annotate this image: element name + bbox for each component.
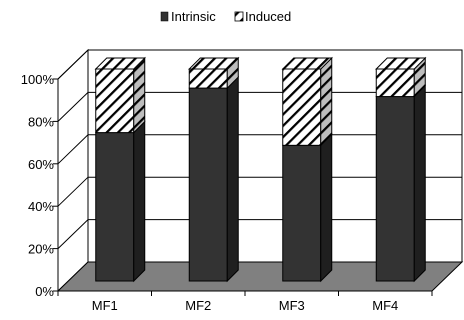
- bar-group-mf4: [375, 56, 427, 283]
- grid-lines: [57, 49, 462, 249]
- bar-mf3-induced-top: [281, 57, 333, 70]
- legend-swatch-induced: [234, 11, 244, 22]
- bar-mf4-induced-front: [375, 68, 415, 98]
- grid-line: [57, 49, 462, 80]
- legend-label-intrinsic: Intrinsic: [171, 9, 216, 24]
- bar-mf1-intrinsic-front: [95, 132, 135, 282]
- bar-group-mf3: [281, 56, 333, 283]
- y-axis: 0% 20% 40% 60% 80% 100%: [21, 72, 58, 299]
- x-tick-label: MF2: [185, 298, 211, 313]
- bar-mf4-induced-top: [375, 57, 427, 70]
- y-tick-label: 20%: [28, 242, 54, 257]
- legend: Intrinsic Induced: [160, 9, 291, 24]
- x-tick-label: MF4: [372, 298, 398, 313]
- plot-area: [56, 48, 464, 293]
- y-tick-label: 0%: [35, 284, 54, 299]
- grid-line: [57, 134, 462, 165]
- bar-mf2-induced-front: [188, 68, 228, 89]
- bar-mf1-induced-side: [133, 56, 146, 134]
- bar-mf1-intrinsic-side: [133, 120, 146, 283]
- y-tick-label: 100%: [21, 72, 55, 87]
- side-wall: [57, 48, 89, 293]
- bar-mf3-induced-side: [320, 56, 333, 147]
- bar-mf2-intrinsic-side: [226, 75, 239, 283]
- bar-mf1-induced-top: [94, 57, 146, 70]
- bar-group-mf1: [94, 56, 146, 283]
- bar-mf4-intrinsic-front: [375, 96, 415, 282]
- bar-mf1-induced-front: [95, 68, 135, 134]
- legend-swatch-intrinsic: [160, 11, 169, 22]
- y-tick-label: 40%: [28, 199, 54, 214]
- bar-group-mf2: [188, 56, 240, 283]
- bar-mf3-induced-front: [282, 68, 322, 146]
- y-tick-label: 60%: [28, 157, 54, 172]
- x-tick-label: MF3: [279, 298, 305, 313]
- bar-mf4-intrinsic-side: [413, 84, 426, 283]
- grid-line: [57, 219, 462, 249]
- bars: [94, 56, 427, 283]
- legend-label-induced: Induced: [245, 9, 291, 24]
- grid-line: [57, 91, 462, 122]
- x-tick-label: MF1: [92, 298, 118, 313]
- grid-line: [57, 176, 462, 207]
- bar-mf3-intrinsic-side: [320, 133, 333, 283]
- bar-mf2-intrinsic-front: [188, 87, 228, 282]
- bar-mf3-intrinsic-front: [282, 144, 322, 282]
- x-axis: MF1 MF2 MF3 MF4: [57, 291, 433, 313]
- bar-mf2-induced-top: [188, 57, 240, 70]
- y-tick-label: 80%: [28, 114, 54, 129]
